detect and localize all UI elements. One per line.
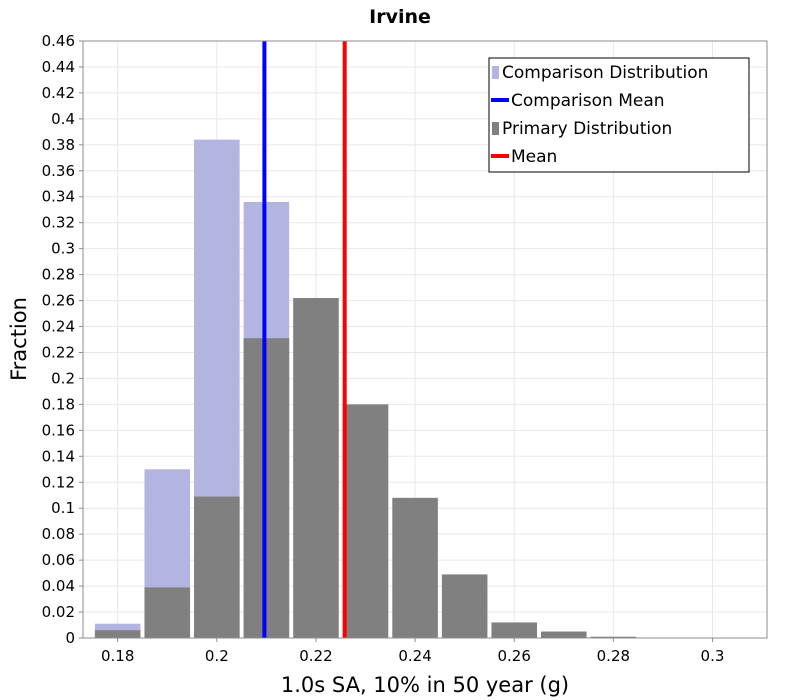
x-tick-label: 0.3 (701, 647, 725, 665)
y-tick-label: 0.16 (42, 421, 75, 439)
legend-box (488, 57, 750, 173)
y-tick-label: 0.3 (51, 240, 75, 258)
y-tick-label: 0.42 (42, 84, 75, 102)
y-tick-label: 0.18 (42, 395, 75, 413)
y-axis-title: Fraction (7, 297, 31, 381)
primary-distribution-bar (342, 404, 389, 638)
y-tick-label: 0.46 (42, 32, 75, 50)
x-tick-label: 0.28 (597, 647, 630, 665)
x-tick-label: 0.18 (101, 647, 134, 665)
primary-distribution-bar (144, 587, 191, 638)
y-tick-label: 0.12 (42, 473, 75, 491)
plot-border (82, 40, 768, 639)
histogram-bars (94, 139, 637, 639)
mean-lines (262, 41, 347, 638)
y-tick-label: 0.02 (42, 603, 75, 621)
primary-distribution-bar (392, 497, 438, 638)
x-tick-label: 0.2 (205, 647, 229, 665)
y-tick-label: 0.4 (51, 110, 75, 128)
legend: Comparison Distribution Comparison Mean Pr… (488, 57, 750, 173)
y-tick-label: 0.28 (42, 266, 75, 284)
y-tick-label: 0.26 (42, 292, 75, 310)
x-tick-label: 0.24 (398, 647, 431, 665)
primary-distribution-bar (441, 574, 488, 638)
legend-label-comparison-mean: Comparison Mean (511, 91, 665, 111)
primary-distribution-bar (293, 297, 339, 638)
primary-distribution-bar (590, 636, 637, 638)
y-tick-label: 0.32 (42, 214, 75, 232)
y-tick-label: 0 (65, 629, 75, 647)
legend-label-mean: Mean (511, 147, 557, 167)
x-axis-title: 1.0s SA, 10% in 50 year (g) (281, 673, 569, 697)
y-tick-label: 0.34 (42, 188, 75, 206)
y-tick-label: 0.24 (42, 318, 75, 336)
primary-distribution-bar (491, 622, 537, 638)
primary-distribution-bar (94, 630, 141, 638)
y-tick-label: 0.38 (42, 136, 75, 154)
primary-distribution-bar (194, 496, 240, 638)
x-tick-label: 0.22 (299, 647, 332, 665)
y-tick-label: 0.14 (42, 447, 75, 465)
y-tick-label: 0.1 (51, 499, 75, 517)
y-axis-ticks: 0 0.02 0.04 0.06 0.08 0.1 0.12 0.14 0.16 0.18 0.2 0… (42, 32, 83, 647)
legend-swatch-primary-distribution (492, 122, 499, 135)
legend-swatch-comparison-distribution (492, 66, 499, 79)
chart-title: Irvine (369, 6, 431, 28)
legend-label-comparison-distribution: Comparison Distribution (502, 63, 708, 83)
x-tick-label: 0.26 (498, 647, 531, 665)
y-tick-label: 0.2 (51, 369, 75, 387)
y-tick-label: 0.36 (42, 162, 75, 180)
y-tick-label: 0.04 (42, 577, 75, 595)
y-tick-label: 0.22 (42, 343, 75, 361)
x-axis-ticks: 0.18 0.2 0.22 0.24 0.26 0.28 0.3 (101, 638, 724, 665)
y-tick-label: 0.08 (42, 525, 75, 543)
y-tick-label: 0.06 (42, 551, 75, 569)
y-tick-label: 0.44 (42, 58, 75, 76)
primary-distribution-bar (541, 631, 587, 638)
legend-label-primary-distribution: Primary Distribution (502, 119, 672, 139)
